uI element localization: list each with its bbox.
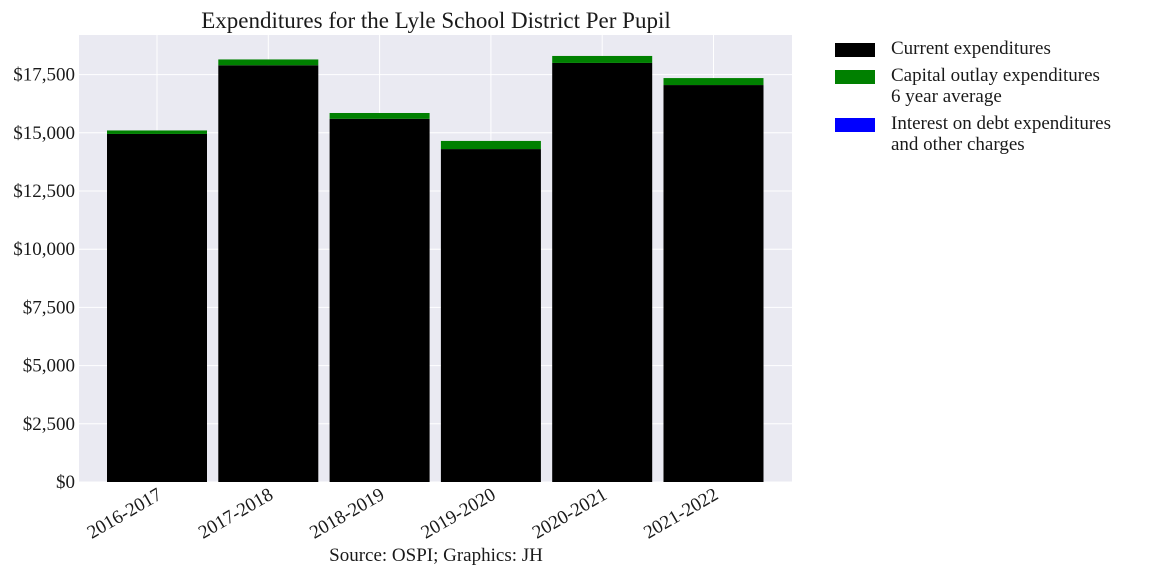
y-tick-labels: $0 $2,500 $5,000 $7,500 $10,000 $12,500 $15,00… xyxy=(13,65,75,493)
legend-item-interest: Interest on debt expenditures and other … xyxy=(835,113,1145,155)
y-tick-label: $12,500 xyxy=(13,181,75,202)
bar-current xyxy=(218,65,319,482)
x-tick-label: 2021-2022 xyxy=(640,484,722,543)
legend-label-interest: Interest on debt expenditures and other … xyxy=(891,113,1112,155)
y-tick-label: $5,000 xyxy=(23,356,75,377)
legend: Current expenditures Capital outlay expe… xyxy=(835,38,1145,161)
bar-capital xyxy=(329,112,430,119)
bar-capital xyxy=(107,130,207,134)
y-tick-label: $7,500 xyxy=(23,297,75,318)
x-tick-label: 2020-2021 xyxy=(529,484,611,543)
y-tick-label: $0 xyxy=(56,472,75,493)
bar-current xyxy=(552,62,653,482)
x-axis-label: Source: OSPI; Graphics: JH xyxy=(329,545,543,566)
bar-capital xyxy=(663,78,764,86)
bar-current xyxy=(440,149,541,482)
y-tick-label: $15,000 xyxy=(13,123,75,144)
x-tick-label: 2018-2019 xyxy=(306,484,388,543)
x-tick-label: 2017-2018 xyxy=(195,484,277,543)
y-tick-label: $2,500 xyxy=(23,414,75,435)
bar-capital xyxy=(552,55,653,63)
legend-label-current: Current expenditures xyxy=(891,38,1051,59)
legend-swatch-capital xyxy=(835,70,875,84)
bar-current xyxy=(107,133,207,482)
x-tick-labels: 2016-2017 2017-2018 2018-2019 2019-2020 2020… xyxy=(84,484,722,543)
y-tick-label: $17,500 xyxy=(13,65,75,86)
x-tick-label: 2019-2020 xyxy=(418,484,500,543)
legend-swatch-current xyxy=(835,43,875,57)
legend-label-capital: Capital outlay expenditures 6 year avera… xyxy=(891,65,1100,107)
legend-item-capital: Capital outlay expenditures 6 year avera… xyxy=(835,65,1145,107)
bar-current xyxy=(329,118,430,482)
chart-title: Expenditures for the Lyle School Distric… xyxy=(201,8,671,33)
x-tick-label: 2016-2017 xyxy=(84,484,166,543)
legend-item-current: Current expenditures xyxy=(835,38,1145,59)
bar-capital xyxy=(218,59,319,66)
bar-capital xyxy=(440,140,541,150)
bar-current xyxy=(663,85,764,482)
legend-swatch-interest xyxy=(835,118,875,132)
bars xyxy=(107,55,764,482)
y-tick-label: $10,000 xyxy=(13,239,75,260)
